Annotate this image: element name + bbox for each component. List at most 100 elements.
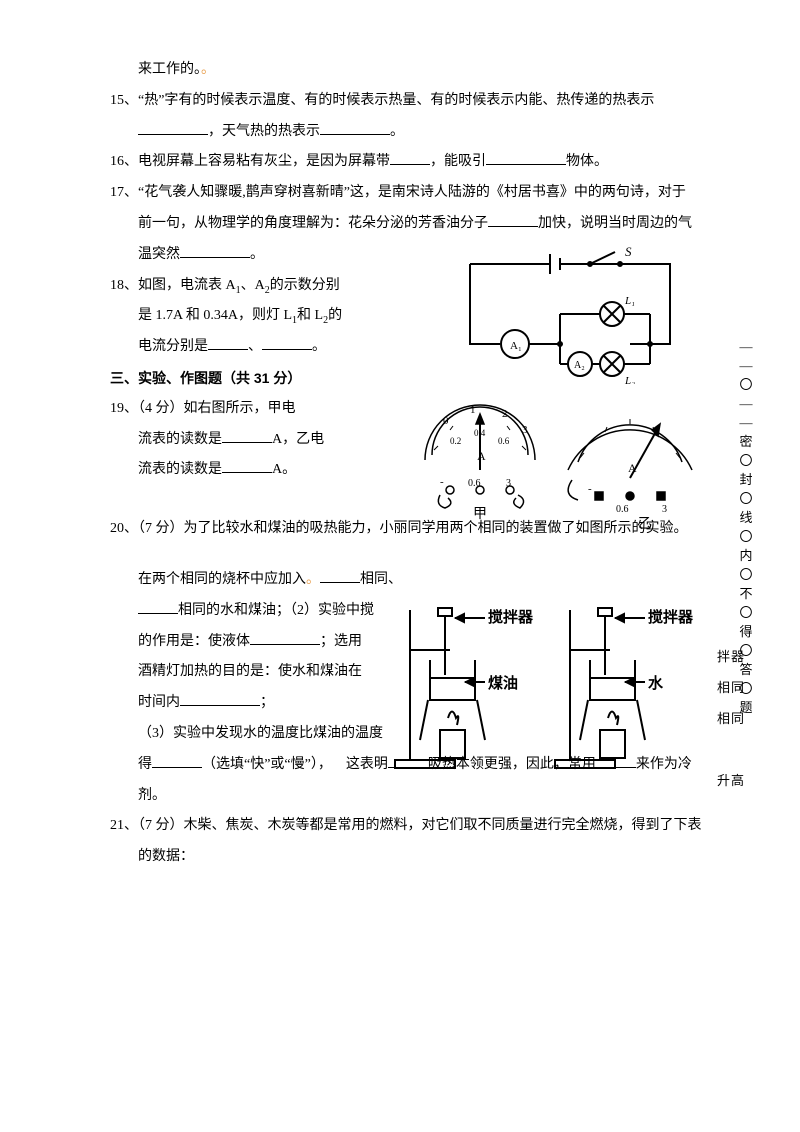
q20-p3a-text: （3）实验中发现水的温度比煤油的温度 [138, 726, 383, 741]
section3-text: 三、实验、作图题（共 31 分） [110, 370, 301, 386]
circuit-label-a1: A₁ [510, 340, 522, 352]
meter1-3: 3 [506, 478, 511, 489]
q20-blank5 [152, 752, 202, 768]
q20-p1e-text: ；选用 [320, 634, 362, 649]
meter1-tick2: 2 [502, 408, 508, 420]
q21-t2: 的数据： [138, 849, 194, 864]
q20-p3g-text: 剂。 [138, 788, 166, 803]
q19-line3: 流表的读数是A。 [110, 455, 400, 486]
margin-char: 〇 [734, 568, 760, 581]
beaker-figure: 搅拌器 煤油 搅拌器 水 [390, 600, 700, 780]
q20-p3b-text: 得 [138, 757, 152, 772]
meter1-t02: 0.2 [450, 436, 461, 446]
q20-p3c-text: （选填“快”或“慢”）， [202, 757, 332, 772]
q15: 15、“热”字有的时候表示温度、有的时候表示热量、有的时候表示内能、热传递的热表… [110, 86, 710, 117]
q19: 19、（4 分）如右图所示，甲电 [110, 394, 400, 425]
circuit-label-l1: L₁ [624, 295, 635, 307]
margin-char: — [734, 359, 760, 372]
meter2-06: 0.6 [616, 504, 629, 515]
q17-num: 17、 [110, 185, 138, 200]
q20-p1c-text: 相同的水和煤油；（2）实验中搅 [178, 603, 374, 618]
q18-t2: 、A [241, 278, 265, 293]
q20-p1f: 酒精灯加热的目的是：使水和煤油在 [110, 657, 410, 688]
beaker-stirrer-label-1: 搅拌器 [488, 608, 534, 626]
q15-blank2 [320, 119, 390, 135]
meter1-label: 甲 [473, 507, 487, 522]
q20-p1h-text: ； [260, 695, 274, 710]
margin-char: 内 [734, 549, 760, 562]
margin-char: 不 [734, 587, 760, 600]
q21-num: 21、 [110, 818, 138, 833]
q20-p1b-text: 相同、 [360, 572, 402, 587]
q14-dot: 。 [201, 62, 215, 77]
q16-blank2 [486, 149, 566, 165]
q14-text: 来工作的。 [138, 62, 201, 77]
margin-char: — [734, 340, 760, 353]
q18-t1: 如图，电流表 A [138, 278, 236, 293]
q20-p1a: 在两个相同的烧杯中应加入。相同、 [110, 565, 410, 596]
q20-rfrag-ban: 拌 [717, 643, 730, 672]
margin-char: 〇 [734, 530, 760, 543]
margin-char: 〇 [734, 454, 760, 467]
q18-blank2 [262, 334, 312, 350]
margin-char: 〇 [734, 492, 760, 505]
q19-blank2 [222, 457, 272, 473]
margin-char: 〇 [734, 378, 760, 391]
q18-t9: 。 [312, 339, 326, 354]
q19-t5: A。 [272, 462, 296, 477]
meter2-label: 乙 [638, 516, 652, 530]
q15-line2: ，天气热的热表示。 [110, 117, 710, 148]
meter1-t06: 0.6 [498, 436, 510, 446]
q20-p1d-text: 的作用是：使液体 [138, 634, 250, 649]
q20-p1c: 相同的水和煤油；（2）实验中搅 [110, 596, 410, 627]
margin-char: 答 [734, 663, 760, 676]
q17-t4: 温突然 [138, 247, 180, 262]
q20-blank1 [320, 567, 360, 583]
q16: 16、电视屏幕上容易粘有灰尘，是因为屏幕带，能吸引物体。 [110, 147, 710, 178]
q18-t6: 的 [328, 308, 342, 323]
meter1-tick0: 0 [443, 415, 449, 427]
meter1-tick1: 1 [470, 404, 476, 416]
q17-t3: 加快，说明当时周边的气 [538, 216, 692, 231]
q20-blank4 [180, 690, 260, 706]
margin-char: — [734, 397, 760, 410]
q19-t2: 流表的读数是 [138, 432, 222, 447]
margin-char: 〇 [734, 682, 760, 695]
q20-p1d: 的作用是：使液体 ；选用 [110, 627, 410, 658]
q20-rfrag-x1: 相 [717, 674, 730, 703]
q18-blank1 [208, 334, 248, 350]
q21-t1: （7 分）木柴、焦炭、木炭等都是常用的燃料，对它们取不同质量进行完全燃烧，得到了… [138, 818, 702, 833]
circuit-label-a2: A₂ [574, 360, 585, 371]
meter2-3: 3 [662, 504, 667, 515]
circuit-figure: S A₁ A₂ L₁ L₂ [450, 244, 690, 384]
margin-char: 题 [734, 701, 760, 714]
q17-line2: 前一句，从物理学的角度理解为：花朵分泌的芳香油分子 加快，说明当时周边的气 [110, 209, 710, 240]
q20-num: 20、 [110, 521, 138, 536]
meter1-tick3: 3 [522, 424, 528, 436]
q20-rfrag-x2: 相 [717, 705, 730, 734]
q18: 18、如图，电流表 A1、A2的示数分别 [110, 271, 420, 302]
q16-t2: ，能吸引 [430, 154, 486, 169]
meter2-unit: A [628, 461, 637, 475]
meter1-unit: A [477, 449, 486, 463]
q20-blank3 [250, 629, 320, 645]
svg-text:-: - [588, 483, 592, 495]
q18-t7: 电流分别是 [138, 339, 208, 354]
q17-t1: “花气袭人知骤暖,鹊声穿树喜新晴”这，是南宋诗人陆游的《村居书喜》中的两句诗，对… [138, 185, 686, 200]
q20-p3g: 剂。 [110, 781, 710, 812]
margin-char: 得 [734, 625, 760, 638]
q15-t3: 。 [390, 124, 404, 139]
q20-p1f-text: 酒精灯加热的目的是：使水和煤油在 [138, 664, 362, 679]
q19-line2: 流表的读数是 A，乙电 [110, 425, 400, 456]
q20-p1g-text: 时间内 [138, 695, 180, 710]
q19-t3: A，乙电 [272, 432, 324, 447]
q17-t2: 前一句，从物理学的角度理解为：花朵分泌的芳香油分子 [138, 216, 488, 231]
q21: 21、（7 分）木柴、焦炭、木炭等都是常用的燃料，对它们取不同质量进行完全燃烧，… [110, 811, 710, 842]
q15-t1: “热”字有的时候表示温度、有的时候表示热量、有的时候表示内能、热传递的热表示 [138, 93, 654, 108]
margin-char: 封 [734, 473, 760, 486]
q20-rfrag-sheng: 升 [717, 767, 730, 796]
ammeter-figure: 0 1 2 3 0.2 0.4 0.6 A - 0.6 3 甲 A - 0.6 … [410, 400, 700, 530]
q16-t3: 物体。 [566, 154, 608, 169]
q15-blank1 [138, 119, 208, 135]
q20-orange-dot: 。 [306, 572, 320, 587]
